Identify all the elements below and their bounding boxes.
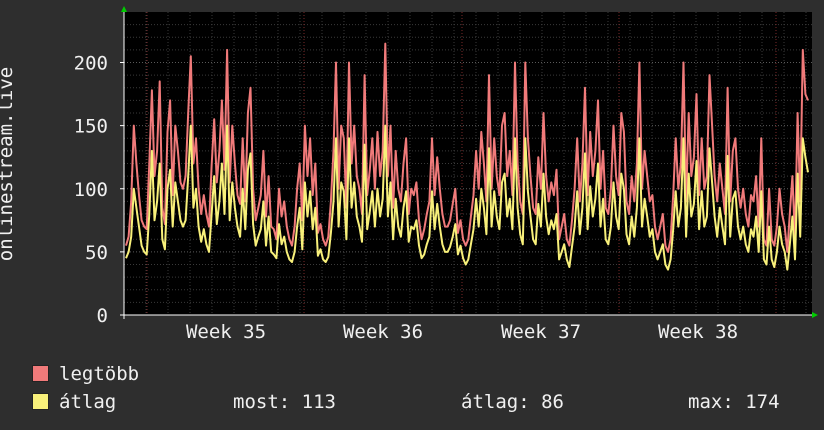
x-tick-label: Week 38 (658, 321, 738, 343)
y-axis-label: onlinestream.live (0, 66, 17, 262)
series-line-avg (125, 124, 809, 271)
x-tick-label: Week 37 (501, 321, 581, 343)
x-ticks: Week 35 Week 36 Week 37 Week 38 (186, 321, 738, 343)
y-tick-label: 0 (97, 305, 108, 327)
y-tick-label: 200 (74, 53, 108, 75)
legend-label-max: legtöbb (59, 363, 140, 385)
series-line-max (125, 42, 809, 253)
x-tick-label: Week 36 (343, 321, 423, 343)
x-tick-label: Week 35 (186, 321, 266, 343)
y-tick-label: 150 (74, 116, 108, 138)
legend-swatch-max (32, 365, 49, 382)
x-axis-arrow-icon (812, 312, 818, 318)
stat-average: átlag: 86 (461, 391, 564, 413)
legend-label-avg: átlag (59, 391, 117, 413)
legend-item-max: legtöbb (32, 362, 139, 386)
week-grid-lines (146, 12, 777, 315)
legend-item-avg: átlag (32, 390, 116, 414)
y-ticks: 0 50 100 150 200 (74, 53, 124, 327)
stat-current: most: 113 (233, 391, 336, 413)
series-group (125, 42, 809, 271)
legend-swatch-avg (32, 393, 49, 410)
y-tick-label: 100 (74, 179, 108, 201)
y-axis-arrow-icon (121, 6, 127, 12)
y-tick-label: 50 (85, 242, 108, 264)
stat-max: max: 174 (688, 391, 780, 413)
